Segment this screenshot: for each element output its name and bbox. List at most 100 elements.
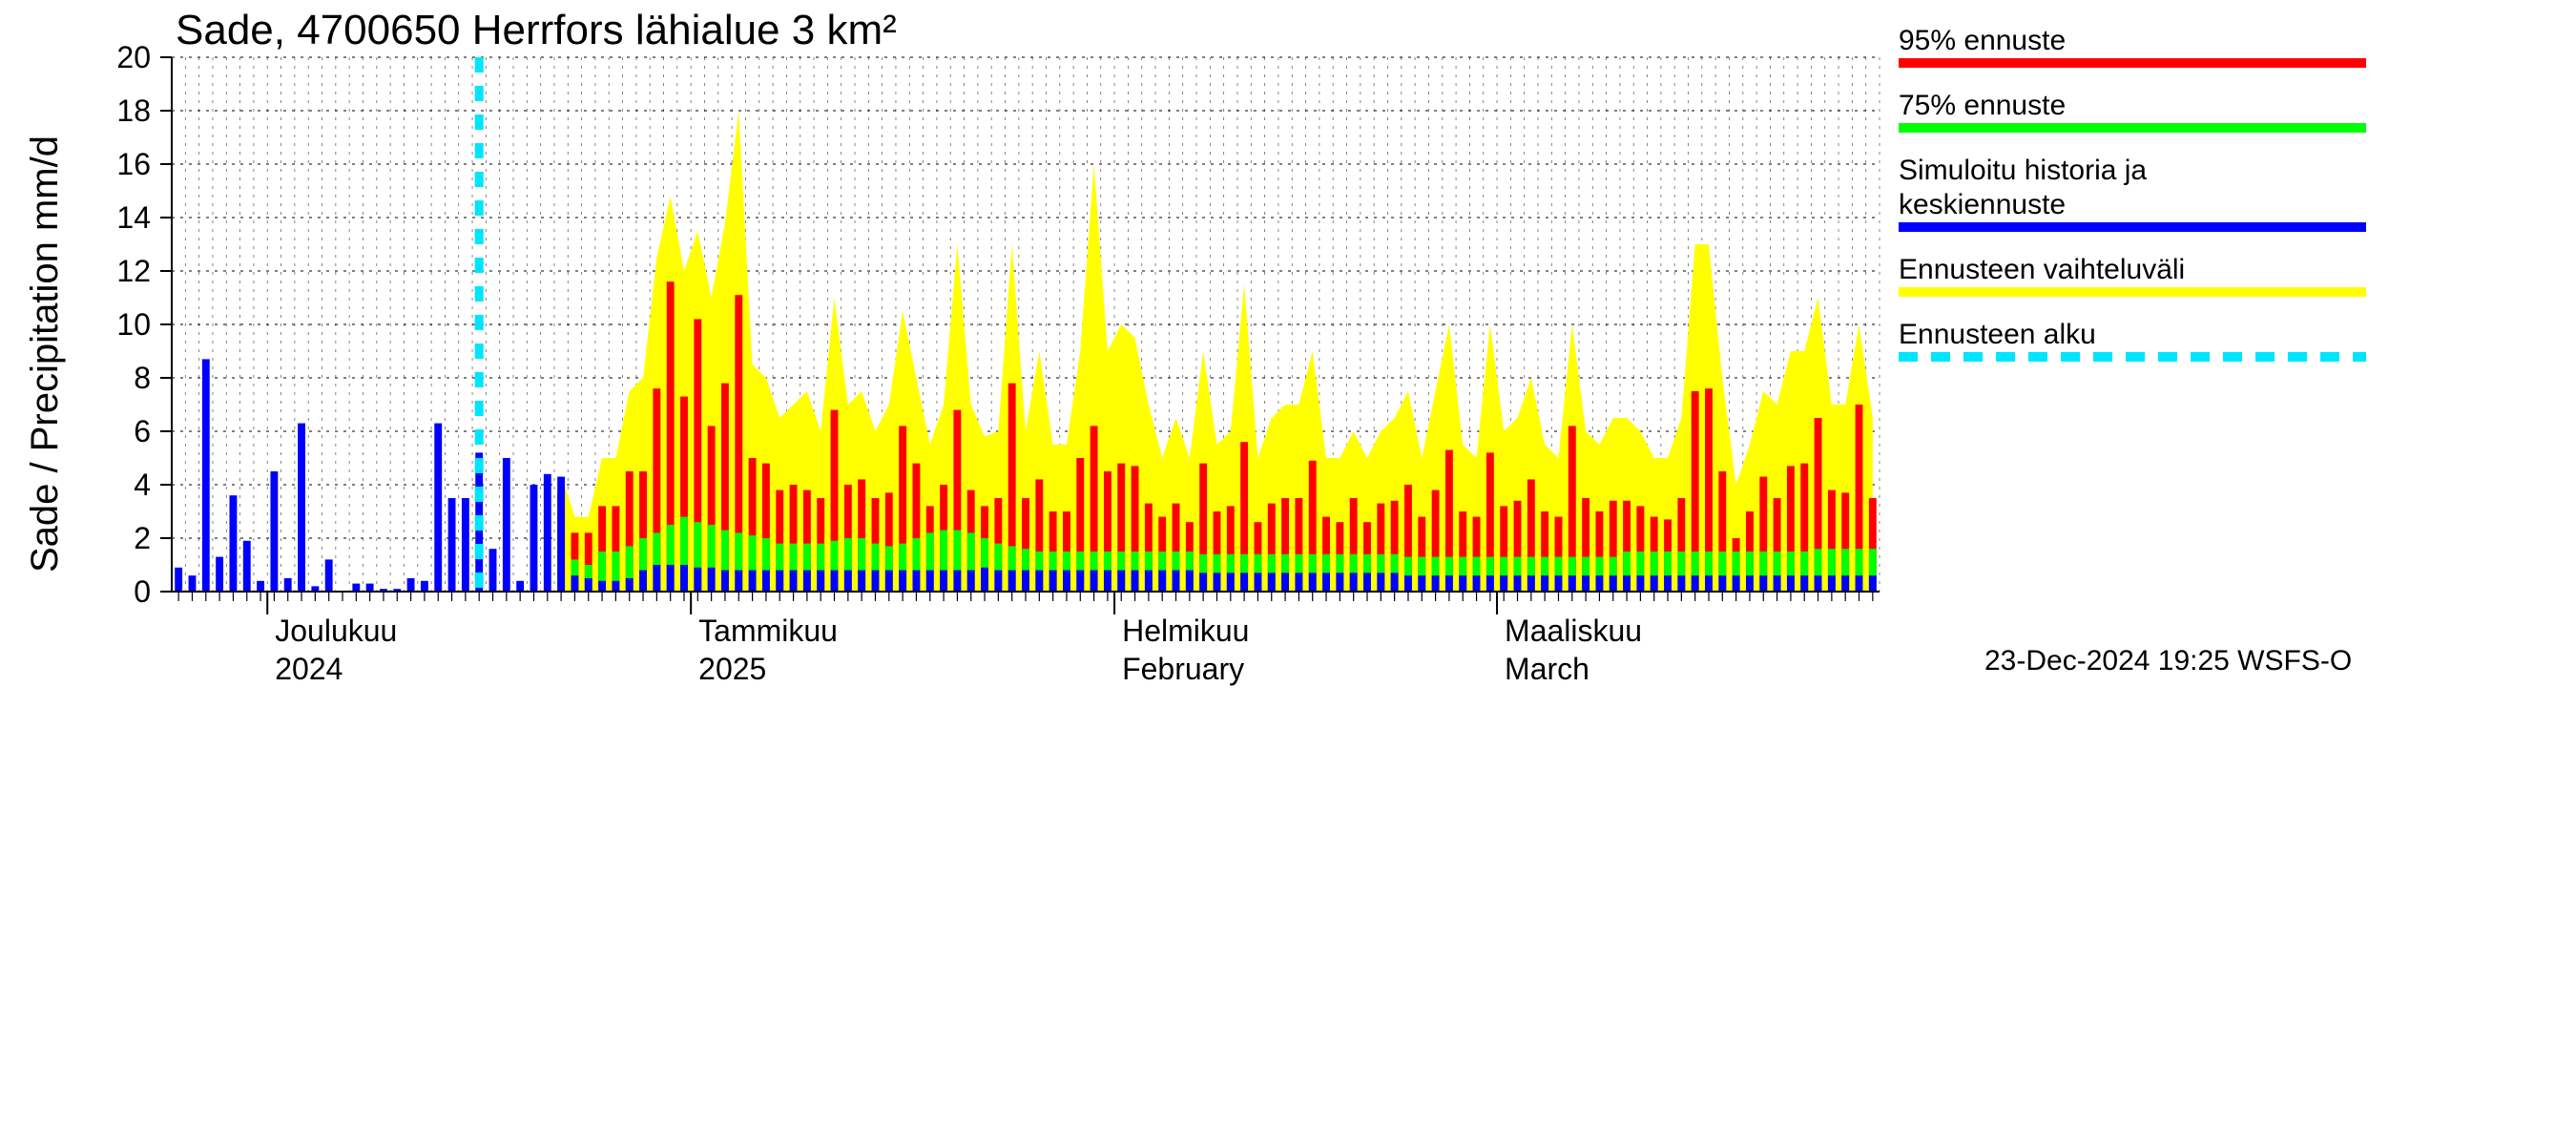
bar-blue <box>1268 572 1276 592</box>
bar-blue <box>352 584 360 592</box>
bar-blue <box>1145 571 1153 592</box>
bar-blue <box>1281 572 1289 592</box>
bar-blue <box>694 568 701 592</box>
legend-label: keskiennuste <box>1899 189 2066 220</box>
bar-blue <box>366 584 374 592</box>
bar-blue <box>1091 571 1098 592</box>
bar-blue <box>1363 572 1371 592</box>
footer-timestamp: 23-Dec-2024 19:25 WSFS-O <box>1984 645 2352 677</box>
bar-blue <box>1173 571 1180 592</box>
ytick-label: 20 <box>116 40 151 74</box>
bar-blue <box>1800 575 1808 592</box>
bar-blue <box>1104 571 1111 592</box>
bar-blue <box>1705 575 1713 592</box>
legend-label: Ennusteen alku <box>1899 319 2096 350</box>
bar-blue <box>421 581 428 592</box>
bar-blue <box>680 565 688 592</box>
bar-blue <box>1828 575 1836 592</box>
bar-blue <box>639 571 647 592</box>
bar-blue <box>1350 572 1358 592</box>
bar-blue <box>762 571 770 592</box>
ytick-label: 18 <box>116 94 151 128</box>
bar-blue <box>776 571 783 592</box>
bar-blue <box>926 571 934 592</box>
ytick-label: 16 <box>116 147 151 181</box>
bar-blue <box>872 571 880 592</box>
bar-blue <box>1746 575 1754 592</box>
bar-blue <box>298 424 305 592</box>
ytick-label: 4 <box>134 468 151 502</box>
ytick-label: 10 <box>116 307 151 342</box>
bar-blue <box>1309 572 1317 592</box>
bar-blue <box>899 571 906 592</box>
bar-blue <box>202 359 210 592</box>
bar-blue <box>1473 575 1481 592</box>
legend-label: Simuloitu historia ja <box>1899 155 2147 186</box>
bar-blue <box>1255 572 1262 592</box>
ytick-label: 8 <box>134 361 151 395</box>
ytick-label: 0 <box>134 574 151 609</box>
bar-blue <box>1623 575 1631 592</box>
bar-blue <box>503 458 510 592</box>
bar-blue <box>1636 575 1644 592</box>
xlabel-top: Helmikuu <box>1122 614 1249 648</box>
bar-blue <box>1295 572 1302 592</box>
bar-blue <box>1391 572 1399 592</box>
bar-blue <box>1787 575 1795 592</box>
bar-blue <box>803 571 811 592</box>
bar-blue <box>1158 571 1166 592</box>
bar-blue <box>749 571 757 592</box>
bar-blue <box>981 568 988 592</box>
bar-blue <box>448 498 456 592</box>
bar-blue <box>994 571 1002 592</box>
bar-blue <box>913 571 921 592</box>
bar-blue <box>1117 571 1125 592</box>
bar-blue <box>1610 575 1617 592</box>
bar-blue <box>1596 575 1604 592</box>
bar-blue <box>1322 572 1330 592</box>
bar-blue <box>216 557 223 592</box>
xlabel-bot: February <box>1122 652 1244 686</box>
bar-blue <box>462 498 469 592</box>
bar-blue <box>1186 571 1194 592</box>
bar-blue <box>1076 571 1084 592</box>
bar-blue <box>284 578 292 592</box>
bar-blue <box>735 571 742 592</box>
bar-blue <box>1841 575 1849 592</box>
bar-blue <box>1404 575 1412 592</box>
bar-blue <box>1555 575 1563 592</box>
bar-blue <box>1445 575 1453 592</box>
xlabel-bot: March <box>1505 652 1589 686</box>
bar-blue <box>516 581 524 592</box>
bar-blue <box>1227 572 1235 592</box>
bar-blue <box>1199 572 1207 592</box>
chart-title: Sade, 4700650 Herrfors lähialue 3 km² <box>176 7 897 53</box>
bar-blue <box>230 495 238 592</box>
chart-container: 02468101214161820Joulukuu2024Tammikuu202… <box>0 0 2576 1145</box>
legend-label: Ennusteen vaihteluväli <box>1899 254 2185 285</box>
xlabel-bot: 2024 <box>275 652 343 686</box>
bar-blue <box>721 571 729 592</box>
y-axis-label: Sade / Precipitation mm/d <box>24 135 66 572</box>
bar-blue <box>1527 575 1535 592</box>
legend-label: 95% ennuste <box>1899 25 2066 56</box>
bar-blue <box>189 575 197 592</box>
bar-blue <box>434 424 442 592</box>
bar-blue <box>790 571 798 592</box>
bar-blue <box>1541 575 1548 592</box>
bar-blue <box>1651 575 1658 592</box>
bar-blue <box>1459 575 1466 592</box>
bar-blue <box>585 578 592 592</box>
bar-blue <box>831 571 839 592</box>
xlabel-top: Maaliskuu <box>1505 614 1642 648</box>
bar-blue <box>571 575 579 592</box>
bar-blue <box>858 571 865 592</box>
bar-blue <box>844 571 852 592</box>
bar-blue <box>1582 575 1589 592</box>
bar-blue <box>1336 572 1343 592</box>
bar-blue <box>940 571 947 592</box>
bar-blue <box>1774 575 1781 592</box>
bar-blue <box>1418 575 1425 592</box>
legend-label: 75% ennuste <box>1899 90 2066 121</box>
bar-blue <box>626 578 634 592</box>
